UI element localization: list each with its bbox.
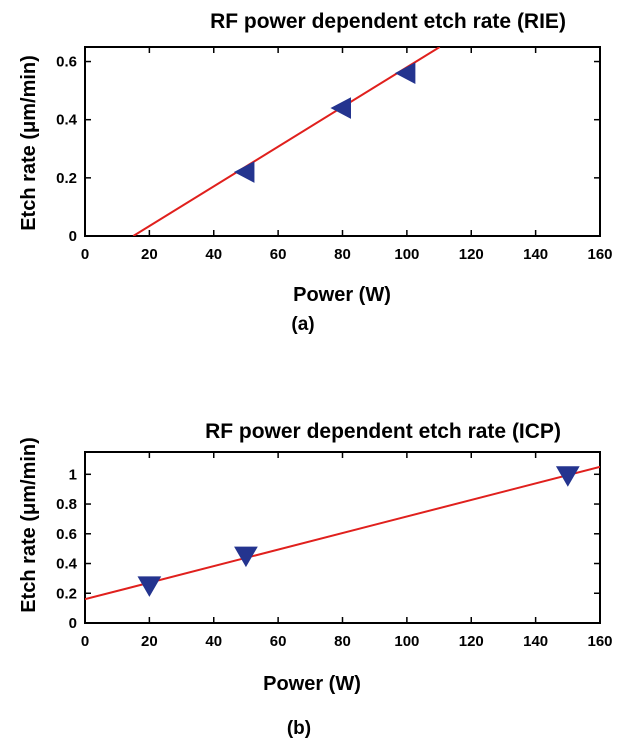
y-tick-label-b: 0.4 <box>56 556 78 573</box>
data-point-a <box>394 62 416 84</box>
x-tick-label-b: 160 <box>587 633 612 650</box>
y-tick-label-a: 0.4 <box>56 112 78 129</box>
panel-label-a: (a) <box>291 314 314 335</box>
y-tick-label-b: 0.2 <box>56 585 77 602</box>
data-point-b <box>234 546 258 568</box>
y-axis-label-a: Etch rate (μm/min) <box>18 55 40 231</box>
chart-panel-a: RF power dependent etch rate (RIE) 0 20 40… <box>18 10 613 335</box>
fit-line-a <box>132 47 441 236</box>
x-axis-label-a: Power (W) <box>293 284 391 306</box>
fit-line-b <box>85 465 600 601</box>
x-tick-label-b: 80 <box>334 633 351 650</box>
x-tick-label-b: 60 <box>270 633 287 650</box>
chart-title-a: RF power dependent etch rate (RIE) <box>210 10 566 33</box>
x-tick-label-b: 20 <box>141 633 158 650</box>
x-tick-label-a: 80 <box>334 246 351 263</box>
y-tick-label-b: 1 <box>69 466 77 483</box>
x-tick-label-a: 120 <box>459 246 484 263</box>
y-tick-label-b: 0.6 <box>56 526 77 543</box>
data-point-a <box>330 97 351 119</box>
chart-title-b: RF power dependent etch rate (ICP) <box>205 420 561 443</box>
x-tick-label-a: 0 <box>81 246 89 263</box>
y-tick-label-a: 0 <box>69 228 77 245</box>
x-tick-label-a: 60 <box>270 246 287 263</box>
plot-area-a: 0 20 40 60 80 100 120 140 160 0 0.2 0.4 0.6 <box>56 46 613 263</box>
x-tick-label-a: 100 <box>394 246 419 263</box>
x-tick-label-a: 160 <box>587 246 612 263</box>
y-tick-label-b: 0 <box>69 615 77 632</box>
y-axis-label-b: Etch rate (μm/min) <box>18 437 40 613</box>
plot-area-b: 0 20 40 60 80 100 120 140 160 0 0.2 0.4 0.6 0.8 1 <box>56 451 613 650</box>
chart-panel-b: RF power dependent etch rate (ICP) 0 20 40… <box>18 420 613 739</box>
x-tick-label-a: 140 <box>523 246 548 263</box>
x-tick-label-a: 40 <box>205 246 222 263</box>
axes-frame-a <box>84 46 601 237</box>
panel-label-b: (b) <box>287 718 311 739</box>
x-tick-label-b: 0 <box>81 633 89 650</box>
x-tick-label-b: 140 <box>523 633 548 650</box>
data-point-b <box>555 466 580 487</box>
data-point-a <box>233 161 255 183</box>
x-tick-label-b: 120 <box>459 633 484 650</box>
y-tick-label-a: 0.6 <box>56 54 77 71</box>
y-tick-label-a: 0.2 <box>56 170 77 187</box>
x-tick-label-b: 100 <box>394 633 419 650</box>
y-tick-label-b: 0.8 <box>56 496 77 513</box>
x-axis-label-b: Power (W) <box>263 673 361 695</box>
data-point-b <box>137 576 162 597</box>
x-tick-label-a: 20 <box>141 246 158 263</box>
x-tick-label-b: 40 <box>205 633 222 650</box>
axes-frame-b <box>84 451 601 624</box>
